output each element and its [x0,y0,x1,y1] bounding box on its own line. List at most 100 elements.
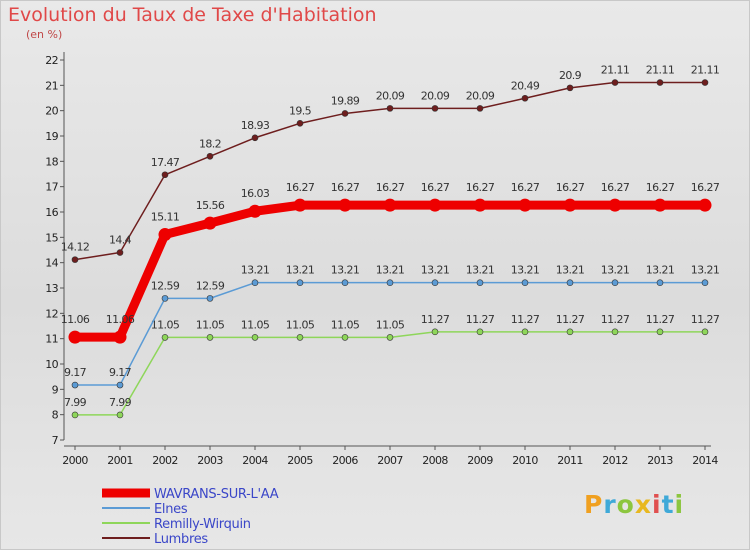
data-point [566,84,574,92]
data-point [161,171,169,179]
data-label: 15.11 [151,211,180,224]
data-label: 21.11 [601,64,630,77]
data-label: 20.09 [466,89,495,102]
data-label: 19.5 [289,104,312,117]
data-point [68,330,82,344]
y-tick-label: 11 [45,333,58,346]
x-tick-label: 2005 [287,454,313,467]
series-elnes: 9.17 9.17 12.59 12.59 13.21 13.21 13.21 13.21 13… [64,264,720,389]
data-label: 18.93 [241,119,270,132]
x-tick-label: 2014 [692,454,718,467]
y-tick-label: 13 [45,282,58,295]
data-point [431,279,439,286]
data-label: 11.05 [331,318,360,331]
y-tick-label: 12 [45,307,58,320]
legend-label: Elnes [154,502,188,517]
data-point [656,328,664,336]
data-point [341,334,349,341]
logo-letter: t [661,490,675,519]
data-label: 13.21 [241,264,270,277]
data-label: 11.05 [151,318,180,331]
data-point [206,295,214,302]
legend-label: Remilly-Wirquin [154,517,251,532]
data-label: 11.05 [286,318,315,331]
data-label: 20.09 [376,89,405,102]
data-label: 14.4 [109,234,132,247]
data-point [206,152,214,160]
y-tick-label: 22 [45,54,58,67]
series-wavrans-sur-l-aa: 11.06 11.06 15.11 15.56 16.03 16.27 16.27 16.27… [61,181,720,344]
data-label: 13.21 [646,264,675,277]
data-label: 11.06 [61,313,90,326]
y-tick-label: 17 [45,181,58,194]
data-label: 16.27 [376,181,405,194]
data-point [566,328,574,336]
y-tick-label: 20 [45,105,58,118]
data-point [113,330,127,344]
data-point [251,134,259,142]
data-label: 15.56 [196,199,225,212]
y-tick-label: 19 [45,130,58,143]
series-lumbres: 14.12 14.4 17.47 18.2 18.93 19.5 19.89 20.09 20.… [61,64,720,263]
data-label: 7.99 [109,396,132,409]
data-point [428,198,442,212]
y-tick-label: 10 [45,358,58,371]
data-point [611,279,619,286]
y-tick-label: 21 [45,79,58,92]
series-line [75,281,705,386]
series-line [75,331,705,416]
data-label: 17.47 [151,156,180,169]
data-label: 20.9 [559,69,582,82]
data-label: 13.21 [601,264,630,277]
data-point [161,295,169,302]
data-point [611,79,619,86]
data-point [653,198,667,212]
data-label: 20.09 [421,89,450,102]
y-tick-label: 15 [45,231,58,244]
data-label: 13.21 [421,264,450,277]
x-tick-label: 2007 [377,454,403,467]
data-point [251,334,259,341]
data-point [386,105,394,112]
x-tick-label: 2002 [152,454,178,467]
y-tick-label: 14 [45,257,58,270]
data-point [566,279,574,286]
data-label: 16.27 [556,181,585,194]
legend-label: WAVRANS-SUR-L'AA [154,487,279,502]
y-tick-label: 9 [52,383,59,396]
data-label: 16.27 [286,181,315,194]
x-tick-label: 2012 [602,454,628,467]
data-label: 13.21 [376,264,405,277]
data-label: 16.27 [331,181,360,194]
data-point [701,328,709,336]
x-tick-label: 2000 [62,454,88,467]
data-point [341,279,349,286]
data-point [203,216,217,230]
data-label: 9.17 [64,366,87,379]
data-label: 11.27 [466,313,495,326]
data-point [521,94,529,102]
data-point [521,328,529,336]
data-point [701,79,709,86]
chart-subtitle: (en %) [26,28,63,41]
y-tick-label: 8 [52,409,59,422]
data-point [116,411,124,419]
data-label: 16.27 [646,181,675,194]
x-tick-label: 2011 [557,454,583,467]
data-point [563,198,577,212]
x-tick-label: 2013 [647,454,673,467]
logo-letter: P [584,490,604,519]
data-label: 19.89 [331,94,360,107]
data-label: 11.27 [421,313,450,326]
data-point [698,198,712,212]
data-point [386,279,394,286]
data-point [521,279,529,286]
logo-letter: o [616,490,635,519]
data-label: 21.11 [646,64,675,77]
data-point [71,381,79,389]
data-point [71,411,79,419]
data-label: 11.27 [511,313,540,326]
data-label: 11.27 [556,313,585,326]
y-tick-label: 7 [52,434,59,447]
